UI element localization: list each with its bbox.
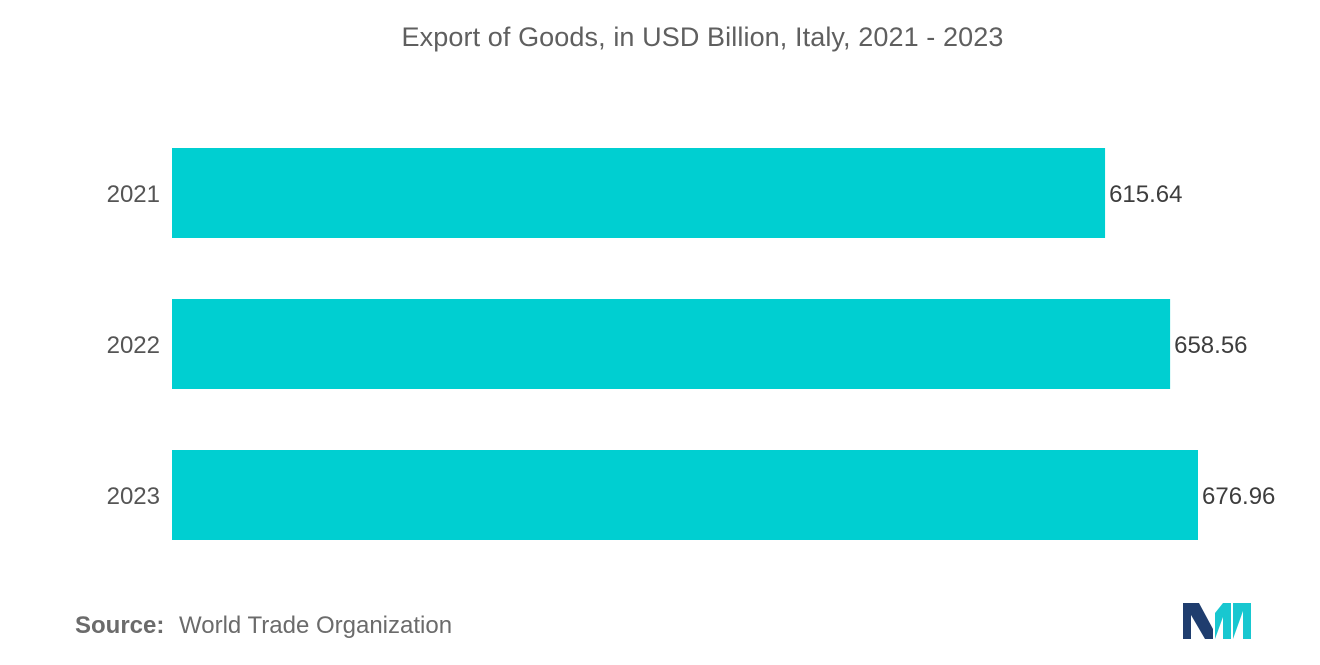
chart-title: Export of Goods, in USD Billion, Italy, … (401, 22, 1004, 52)
value-label-2023: 676.96 (1202, 483, 1275, 510)
bar-2023 (172, 450, 1198, 540)
bar-2022 (172, 299, 1171, 389)
category-label-2022: 2022 (107, 332, 160, 359)
category-label-2021: 2021 (107, 181, 160, 208)
source-text: World Trade Organization (179, 612, 453, 639)
source-footer: Source: World Trade Organization (75, 612, 452, 640)
bar-2021 (172, 148, 1106, 238)
labels-group: 2021 615.64 2022 658.56 2023 676.96 (107, 181, 1276, 510)
value-label-2022: 658.56 (1174, 332, 1247, 359)
category-label-2023: 2023 (107, 483, 160, 510)
mordor-intelligence-logo-icon (1183, 603, 1251, 639)
value-label-2021: 615.64 (1109, 181, 1182, 208)
bars-group (172, 148, 1198, 540)
source-label: Source: (75, 612, 165, 639)
